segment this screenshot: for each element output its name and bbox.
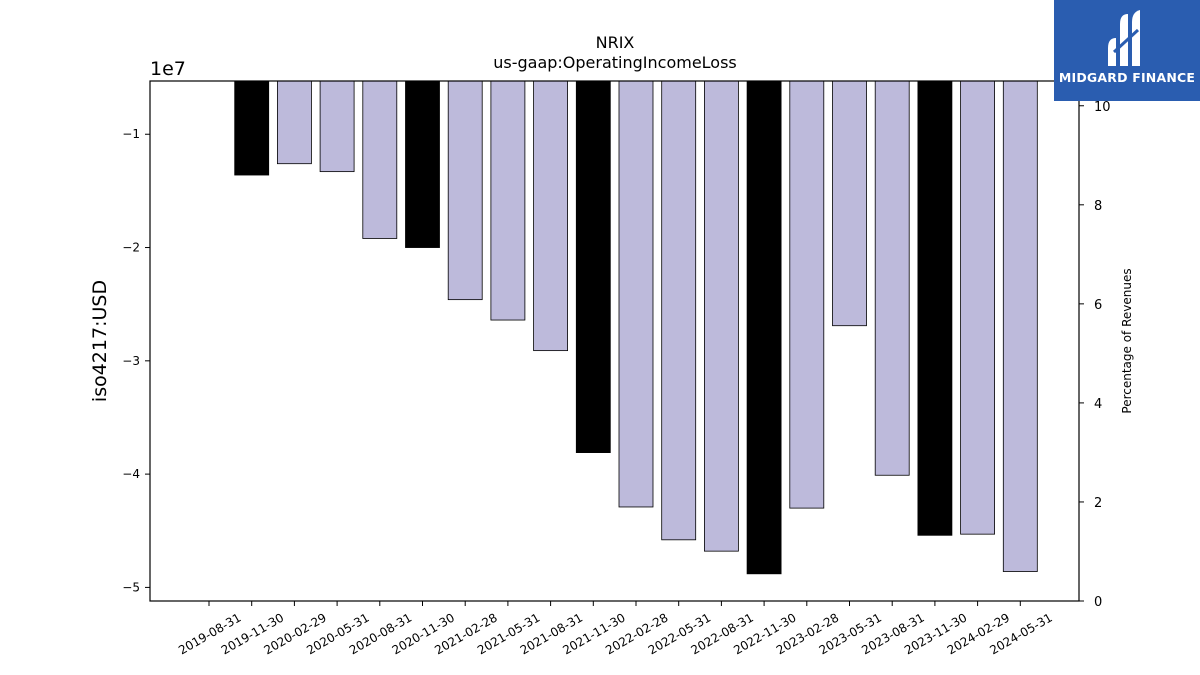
bar-2023-11-30 [918, 81, 952, 535]
x-ticks: 2019-08-312019-11-302020-02-292020-05-31… [176, 601, 1055, 657]
bar-2020-05-31 [320, 81, 354, 172]
bar-2023-05-31 [833, 81, 867, 326]
bar-2021-11-30 [576, 81, 610, 453]
y-tick-label-right: 6 [1094, 298, 1102, 313]
y-tick-label: −5 [122, 580, 140, 594]
y-tick-label-right: 2 [1094, 496, 1102, 511]
y-tick-label: −3 [122, 354, 140, 368]
bar-2020-11-30 [406, 81, 440, 248]
bar-2022-08-31 [704, 81, 738, 551]
y-tick-label: −1 [122, 127, 140, 141]
logo-text: MIDGARD FINANCE [1054, 70, 1200, 85]
bar-2021-02-28 [448, 81, 482, 300]
y-tick-label: −4 [122, 467, 140, 481]
chart: NRIX us-gaap:OperatingIncomeLoss 1e7 iso… [0, 0, 1200, 675]
bar-2023-08-31 [875, 81, 909, 475]
bar-2024-05-31 [1003, 81, 1037, 572]
y-tick-label-right: 4 [1094, 397, 1102, 412]
bar-2020-08-31 [363, 81, 397, 238]
y-ticks-left: −1 −2 −3 −4 −5 [122, 127, 150, 594]
y-offset-label: 1e7 [150, 58, 186, 80]
bar-2021-05-31 [491, 81, 525, 320]
bar-2021-08-31 [534, 81, 568, 351]
bar-2022-05-31 [662, 81, 696, 540]
y-ticks-right: 0 2 4 6 8 10 [1079, 100, 1111, 610]
y-tick-label-right: 10 [1094, 100, 1111, 115]
logo: MIDGARD FINANCE [1054, 0, 1200, 101]
bar-2024-02-29 [961, 81, 995, 534]
y-axis-label-right: Percentage of Revenues [1120, 268, 1134, 413]
chart-subtitle: us-gaap:OperatingIncomeLoss [493, 53, 737, 72]
bar-2022-11-30 [747, 81, 781, 574]
bar-2020-02-29 [277, 81, 311, 164]
y-tick-label-right: 8 [1094, 199, 1102, 214]
bars-group [235, 81, 1038, 574]
bar-2019-11-30 [235, 81, 269, 175]
chart-title: NRIX [596, 33, 635, 52]
y-axis-label: iso4217:USD [89, 280, 111, 402]
y-tick-label: −2 [122, 241, 140, 255]
bar-2023-02-28 [790, 81, 824, 508]
bar-2022-02-28 [619, 81, 653, 507]
y-tick-label-right: 0 [1094, 595, 1102, 610]
logo-mark-icon [1102, 8, 1152, 68]
